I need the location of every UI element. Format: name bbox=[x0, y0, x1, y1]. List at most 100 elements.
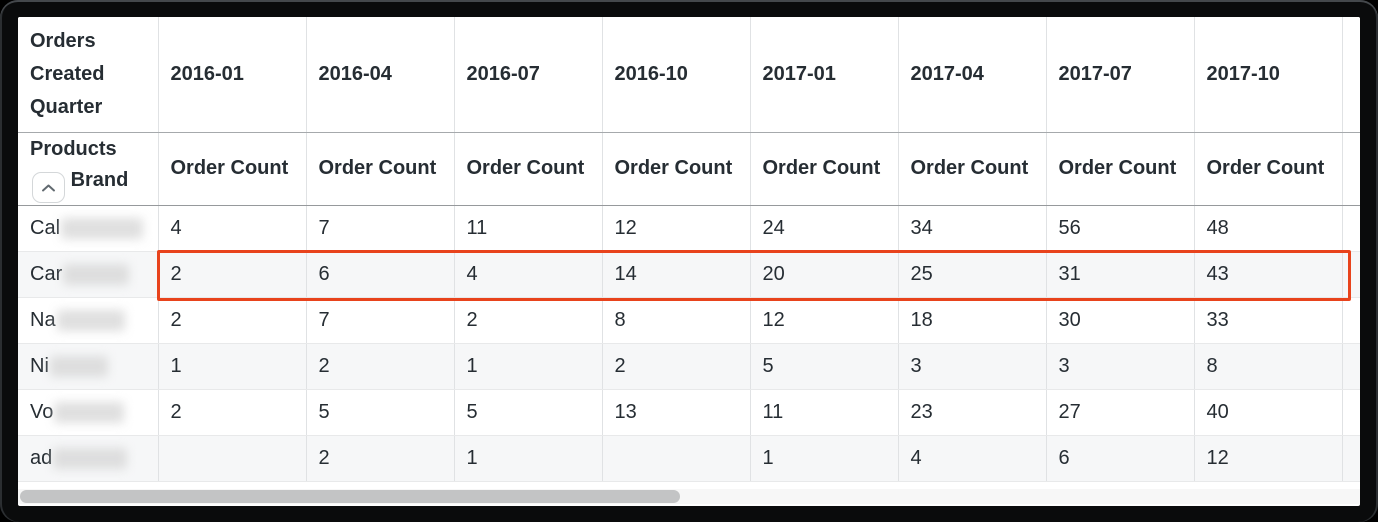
chevron-up-icon bbox=[41, 183, 56, 193]
blurred-brand-name bbox=[49, 355, 108, 377]
row-dimension-header-cell[interactable]: Products Brand bbox=[18, 132, 159, 206]
measure-header-cell[interactable]: Order Count bbox=[454, 132, 603, 206]
filler-cell bbox=[1342, 132, 1360, 206]
order-count-cell[interactable]: 2 bbox=[158, 297, 307, 344]
blurred-brand-name bbox=[61, 217, 144, 239]
brand-cell[interactable]: Cal bbox=[18, 205, 159, 252]
quarter-header-2017-04[interactable]: 2017-04 bbox=[898, 17, 1047, 133]
order-count-cell[interactable]: 31 bbox=[1046, 251, 1195, 298]
order-count-cell[interactable]: 8 bbox=[1194, 343, 1343, 390]
order-count-cell[interactable]: 6 bbox=[1046, 435, 1195, 482]
order-count-cell[interactable]: 48 bbox=[1194, 205, 1343, 252]
filler-cell bbox=[1342, 343, 1360, 390]
order-count-cell[interactable]: 2 bbox=[158, 389, 307, 436]
corner-header-label: Orders Created Quarter bbox=[30, 29, 105, 118]
order-count-cell[interactable]: 33 bbox=[1194, 297, 1343, 344]
order-count-cell[interactable]: 11 bbox=[454, 205, 603, 252]
order-count-cell[interactable]: 43 bbox=[1194, 251, 1343, 298]
row-dimension-word1: Products bbox=[30, 137, 117, 160]
quarter-header-2017-01[interactable]: 2017-01 bbox=[750, 17, 899, 133]
order-count-cell[interactable]: 2 bbox=[306, 343, 455, 390]
order-count-cell[interactable]: 11 bbox=[750, 389, 899, 436]
order-count-cell[interactable]: 2 bbox=[602, 343, 751, 390]
table-row: Car 2 6 4 14 20 25 31 43 bbox=[18, 251, 1360, 298]
quarter-header-2016-04[interactable]: 2016-04 bbox=[306, 17, 455, 133]
horizontal-scrollbar-thumb[interactable] bbox=[20, 490, 680, 503]
corner-header-cell[interactable]: Orders Created Quarter bbox=[18, 17, 159, 133]
filler-cell bbox=[1342, 251, 1360, 298]
order-count-cell[interactable]: 34 bbox=[898, 205, 1047, 252]
filler-cell bbox=[1342, 389, 1360, 436]
table-row: Na 2 7 2 8 12 18 30 33 bbox=[18, 297, 1360, 344]
brand-cell[interactable]: ad bbox=[18, 435, 159, 482]
order-count-cell[interactable]: 12 bbox=[602, 205, 751, 252]
measure-header-cell[interactable]: Order Count bbox=[306, 132, 455, 206]
blurred-brand-name bbox=[54, 401, 125, 423]
order-count-cell[interactable]: 12 bbox=[1194, 435, 1343, 482]
quarter-header-2017-10[interactable]: 2017-10 bbox=[1194, 17, 1343, 133]
order-count-cell[interactable]: 4 bbox=[158, 205, 307, 252]
order-count-cell[interactable]: 2 bbox=[158, 251, 307, 298]
order-count-cell[interactable]: 40 bbox=[1194, 389, 1343, 436]
data-table-panel: Orders Created Quarter 2016-01 2016-04 201… bbox=[18, 17, 1360, 506]
order-count-cell[interactable]: 30 bbox=[1046, 297, 1195, 344]
order-count-cell[interactable]: 14 bbox=[602, 251, 751, 298]
order-count-cell[interactable]: 4 bbox=[454, 251, 603, 298]
blurred-brand-name bbox=[56, 309, 125, 331]
order-count-cell[interactable]: 7 bbox=[306, 297, 455, 344]
order-count-cell[interactable]: 2 bbox=[306, 435, 455, 482]
brand-cell[interactable]: Ni bbox=[18, 343, 159, 390]
order-count-cell[interactable]: 7 bbox=[306, 205, 455, 252]
order-count-cell[interactable]: 3 bbox=[1046, 343, 1195, 390]
brand-name-prefix: Car bbox=[30, 262, 63, 285]
order-count-cell[interactable] bbox=[602, 435, 751, 482]
order-count-cell[interactable]: 20 bbox=[750, 251, 899, 298]
quarter-header-row: Orders Created Quarter 2016-01 2016-04 201… bbox=[18, 17, 1360, 133]
order-count-cell[interactable]: 2 bbox=[454, 297, 603, 344]
order-count-cell[interactable]: 18 bbox=[898, 297, 1047, 344]
order-count-cell[interactable]: 1 bbox=[454, 343, 603, 390]
order-count-cell[interactable]: 25 bbox=[898, 251, 1047, 298]
horizontal-scrollbar[interactable] bbox=[18, 489, 1360, 504]
quarter-header-2016-07[interactable]: 2016-07 bbox=[454, 17, 603, 133]
measure-header-cell[interactable]: Order Count bbox=[1046, 132, 1195, 206]
filler-cell bbox=[1342, 435, 1360, 482]
order-count-cell[interactable]: 24 bbox=[750, 205, 899, 252]
order-count-cell[interactable]: 5 bbox=[306, 389, 455, 436]
measure-header-cell[interactable]: Order Count bbox=[898, 132, 1047, 206]
blurred-brand-name bbox=[53, 447, 128, 469]
order-count-cell[interactable]: 5 bbox=[750, 343, 899, 390]
measure-header-cell[interactable]: Order Count bbox=[1194, 132, 1343, 206]
brand-name-prefix: Vo bbox=[30, 400, 54, 423]
measure-header-cell[interactable]: Order Count bbox=[158, 132, 307, 206]
order-count-cell[interactable]: 1 bbox=[158, 343, 307, 390]
filler-cell bbox=[1342, 205, 1360, 252]
row-dimension-word2: Brand bbox=[70, 168, 129, 191]
blurred-brand-name bbox=[63, 263, 130, 285]
order-count-cell[interactable]: 5 bbox=[454, 389, 603, 436]
brand-cell[interactable]: Vo bbox=[18, 389, 159, 436]
brand-cell[interactable]: Na bbox=[18, 297, 159, 344]
quarter-header-2017-07[interactable]: 2017-07 bbox=[1046, 17, 1195, 133]
measure-header-cell[interactable]: Order Count bbox=[750, 132, 899, 206]
order-count-cell[interactable]: 12 bbox=[750, 297, 899, 344]
order-count-cell[interactable]: 27 bbox=[1046, 389, 1195, 436]
brand-cell[interactable]: Car bbox=[18, 251, 159, 298]
brand-name-prefix: Ni bbox=[30, 354, 49, 377]
order-count-cell[interactable]: 23 bbox=[898, 389, 1047, 436]
order-count-cell[interactable]: 1 bbox=[454, 435, 603, 482]
order-count-cell[interactable]: 8 bbox=[602, 297, 751, 344]
measure-header-cell[interactable]: Order Count bbox=[602, 132, 751, 206]
order-count-cell[interactable]: 13 bbox=[602, 389, 751, 436]
order-count-cell[interactable]: 56 bbox=[1046, 205, 1195, 252]
order-count-cell[interactable]: 1 bbox=[750, 435, 899, 482]
sort-collapse-button[interactable] bbox=[32, 172, 65, 204]
quarter-header-2016-10[interactable]: 2016-10 bbox=[602, 17, 751, 133]
brand-name-prefix: Na bbox=[30, 308, 56, 331]
order-count-cell[interactable]: 3 bbox=[898, 343, 1047, 390]
order-count-cell[interactable] bbox=[158, 435, 307, 482]
quarter-header-2016-01[interactable]: 2016-01 bbox=[158, 17, 307, 133]
order-count-cell[interactable]: 4 bbox=[898, 435, 1047, 482]
order-count-cell[interactable]: 6 bbox=[306, 251, 455, 298]
